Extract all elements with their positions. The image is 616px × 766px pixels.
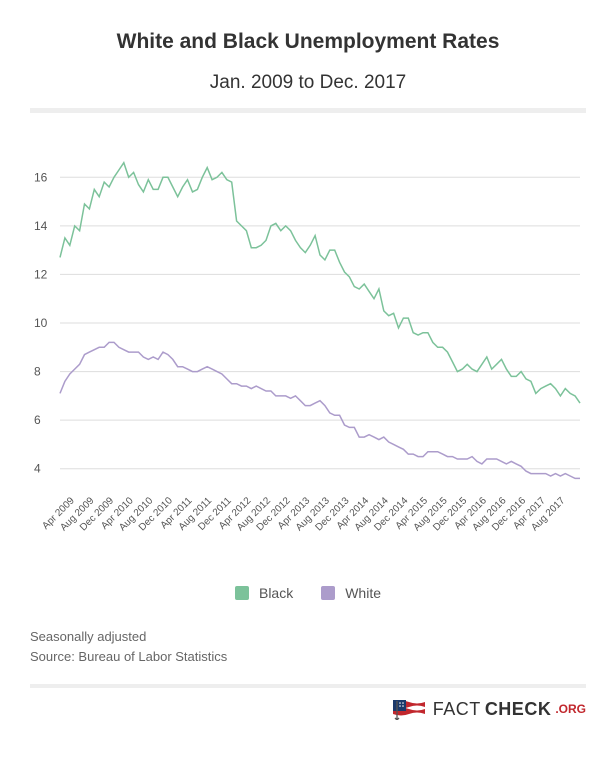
legend: Black White — [30, 585, 586, 601]
logo-check: CHECK — [485, 699, 552, 720]
logo-org: .ORG — [555, 702, 586, 716]
line-chart: 46810121416Apr 2009Aug 2009Dec 2009Apr 2… — [30, 143, 586, 543]
logo-fact: FACT — [433, 699, 481, 720]
svg-text:4: 4 — [34, 462, 41, 476]
note-adjusted: Seasonally adjusted — [30, 627, 586, 647]
chart-svg: 46810121416Apr 2009Aug 2009Dec 2009Apr 2… — [30, 143, 586, 543]
chart-title: White and Black Unemployment Rates — [30, 30, 586, 54]
flag-icon — [393, 698, 425, 720]
svg-text:14: 14 — [34, 219, 48, 233]
svg-text:12: 12 — [34, 267, 48, 281]
chart-subtitle: Jan. 2009 to Dec. 2017 — [30, 72, 586, 94]
legend-swatch-white — [321, 586, 335, 600]
factcheck-logo: FACTCHECK.ORG — [30, 698, 586, 725]
legend-item-white: White — [321, 585, 381, 601]
legend-label-black: Black — [259, 585, 293, 601]
title-divider — [30, 108, 586, 113]
svg-text:16: 16 — [34, 170, 48, 184]
svg-text:10: 10 — [34, 316, 48, 330]
legend-item-black: Black — [235, 585, 293, 601]
footer-divider — [30, 684, 586, 688]
svg-text:8: 8 — [34, 365, 41, 379]
chart-notes: Seasonally adjusted Source: Bureau of La… — [30, 627, 586, 666]
chart-container: White and Black Unemployment Rates Jan. … — [30, 30, 586, 725]
svg-text:6: 6 — [34, 413, 41, 427]
note-source: Source: Bureau of Labor Statistics — [30, 647, 586, 667]
legend-swatch-black — [235, 586, 249, 600]
legend-label-white: White — [345, 585, 381, 601]
